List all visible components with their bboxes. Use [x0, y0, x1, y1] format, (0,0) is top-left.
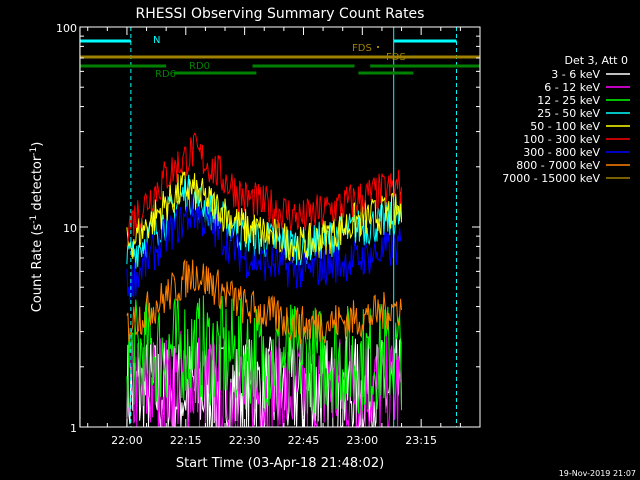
- x-axis-label: Start Time (03-Apr-18 21:48:02): [176, 456, 384, 471]
- legend-label-1: 6 - 12 keV: [544, 81, 600, 94]
- flag-label-4: RD6: [155, 69, 176, 80]
- legend-label-3: 25 - 50 keV: [537, 107, 600, 120]
- series-line-7: [126, 258, 402, 345]
- x-tick-label-4: 23:00: [346, 434, 378, 447]
- flag-label-1: FDS: [352, 43, 372, 54]
- x-tick-label-1: 22:15: [170, 434, 202, 447]
- series-line-2: [126, 294, 402, 414]
- x-tick-label-5: 23:15: [405, 434, 437, 447]
- series-line-6: [126, 194, 402, 301]
- legend-label-7: 800 - 7000 keV: [516, 159, 600, 172]
- y-axis-label: Count Rate (s-1 detector-1): [29, 142, 45, 313]
- legend-label-6: 300 - 800 keV: [523, 146, 600, 159]
- legend-label-4: 50 - 100 keV: [530, 120, 600, 133]
- y-tick-label-1: 10: [63, 222, 77, 235]
- legend-title: Det 3, Att 0: [565, 54, 629, 67]
- legend-label-5: 100 - 300 keV: [523, 133, 600, 146]
- generated-timestamp: 19-Nov-2019 21:07: [559, 469, 636, 478]
- x-tick-label-0: 22:00: [111, 434, 143, 447]
- axis-ticks: 22:00 22:15 22:30 22:45 23:00 23:15 1 10 100: [56, 22, 480, 447]
- series-line-5: [126, 132, 402, 247]
- y-tick-label-2: 100: [56, 22, 77, 35]
- fds-dot: [377, 46, 379, 48]
- legend-label-8: 7000 - 15000 keV: [502, 172, 600, 185]
- flag-label-0: N: [153, 35, 160, 46]
- x-tick-label-2: 22:30: [229, 434, 261, 447]
- legend-label-2: 12 - 25 keV: [537, 94, 600, 107]
- flag-label-3: RD0: [189, 61, 210, 72]
- x-tick-label-3: 22:45: [288, 434, 320, 447]
- series-line-1: [126, 330, 402, 429]
- legend-label-0: 3 - 6 keV: [551, 68, 600, 81]
- y-tick-label-0: 1: [70, 422, 77, 435]
- chart-title: RHESSI Observing Summary Count Rates: [136, 6, 425, 22]
- flag-label-2: FDS: [386, 52, 406, 63]
- series-line-4: [126, 171, 402, 265]
